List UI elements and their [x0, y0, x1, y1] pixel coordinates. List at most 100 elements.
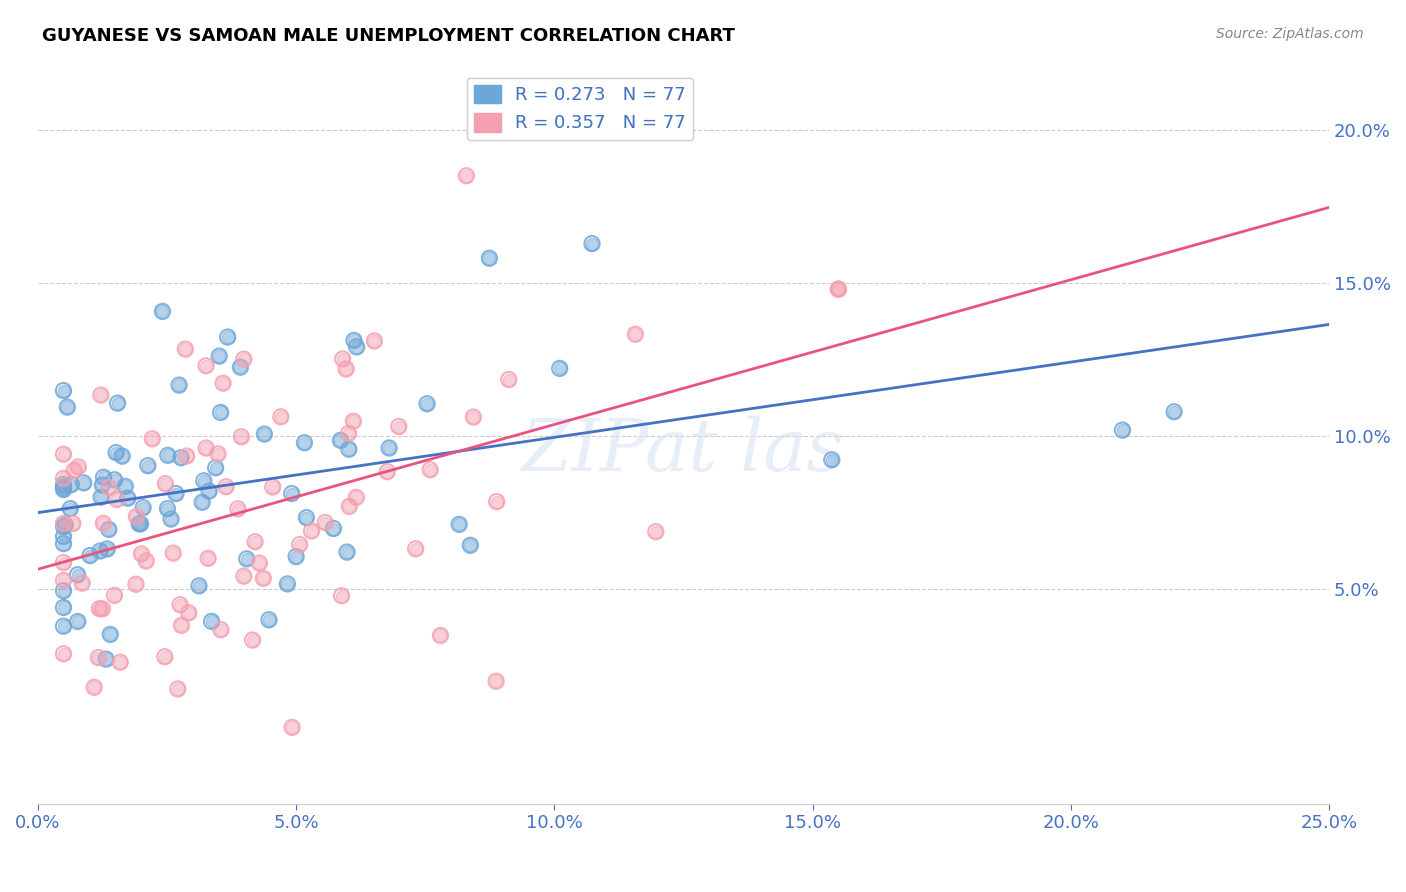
Point: [83, 680, 105, 694]
Point: [243, 534, 266, 549]
Point: [215, 480, 238, 494]
Point: [416, 397, 439, 411]
Point: [375, 465, 398, 479]
Point: [52, 600, 75, 615]
Point: [94, 652, 117, 666]
Point: [456, 169, 478, 183]
Point: [103, 473, 125, 487]
Point: [60, 477, 83, 491]
Point: [821, 452, 844, 467]
Point: [155, 476, 177, 491]
Point: [337, 426, 360, 441]
Point: [131, 547, 153, 561]
Point: [98, 480, 121, 494]
Point: [52, 529, 75, 543]
Point: [174, 342, 197, 356]
Point: [165, 486, 187, 500]
Point: [125, 509, 148, 524]
Point: [188, 579, 211, 593]
Point: [66, 615, 89, 629]
Point: [463, 410, 485, 425]
Point: [89, 544, 111, 558]
Point: [52, 483, 75, 497]
Point: [52, 447, 75, 461]
Point: [176, 449, 198, 463]
Point: [98, 627, 121, 641]
Point: [332, 351, 354, 366]
Point: [66, 567, 89, 582]
Point: [52, 647, 75, 661]
Point: [329, 434, 352, 448]
Point: [548, 361, 571, 376]
Point: [363, 334, 385, 348]
Point: [207, 447, 229, 461]
Point: [478, 251, 501, 265]
Point: [170, 618, 193, 632]
Point: [336, 545, 359, 559]
Point: [62, 516, 84, 531]
Point: [103, 473, 125, 487]
Point: [281, 720, 304, 734]
Point: [198, 484, 221, 499]
Point: [335, 362, 357, 376]
Point: [52, 519, 75, 533]
Point: [136, 458, 159, 473]
Point: [94, 652, 117, 666]
Point: [132, 500, 155, 515]
Point: [79, 549, 101, 563]
Point: [295, 510, 318, 524]
Point: [52, 619, 75, 633]
Point: [231, 430, 253, 444]
Point: [419, 463, 441, 477]
Point: [208, 349, 231, 363]
Point: [236, 552, 259, 566]
Point: [429, 628, 451, 642]
Point: [280, 486, 302, 500]
Point: [343, 334, 366, 348]
Point: [644, 524, 666, 539]
Point: [449, 517, 471, 532]
Point: [197, 551, 219, 566]
Point: [125, 509, 148, 524]
Point: [160, 512, 183, 526]
Point: [485, 494, 508, 508]
Point: [141, 432, 163, 446]
Point: [55, 517, 77, 532]
Point: [114, 479, 136, 493]
Point: [111, 449, 134, 463]
Point: [232, 569, 254, 583]
Point: [91, 602, 114, 616]
Point: [60, 477, 83, 491]
Point: [165, 486, 187, 500]
Point: [209, 623, 232, 637]
Point: [162, 546, 184, 560]
Point: [242, 633, 264, 648]
Point: [280, 486, 302, 500]
Point: [125, 577, 148, 591]
Text: Source: ZipAtlas.com: Source: ZipAtlas.com: [1216, 27, 1364, 41]
Point: [52, 477, 75, 491]
Point: [460, 538, 482, 552]
Point: [117, 491, 139, 506]
Point: [52, 471, 75, 485]
Point: [56, 400, 79, 414]
Point: [103, 588, 125, 602]
Point: [270, 409, 292, 424]
Point: [117, 491, 139, 506]
Point: [485, 674, 508, 689]
Point: [135, 554, 157, 568]
Point: [322, 521, 344, 535]
Point: [191, 495, 214, 509]
Point: [162, 546, 184, 560]
Point: [335, 362, 357, 376]
Point: [498, 372, 520, 386]
Point: [212, 376, 235, 391]
Point: [229, 360, 252, 375]
Point: [295, 510, 318, 524]
Point: [215, 480, 238, 494]
Point: [83, 680, 105, 694]
Point: [52, 516, 75, 531]
Point: [243, 534, 266, 549]
Point: [188, 579, 211, 593]
Point: [103, 588, 125, 602]
